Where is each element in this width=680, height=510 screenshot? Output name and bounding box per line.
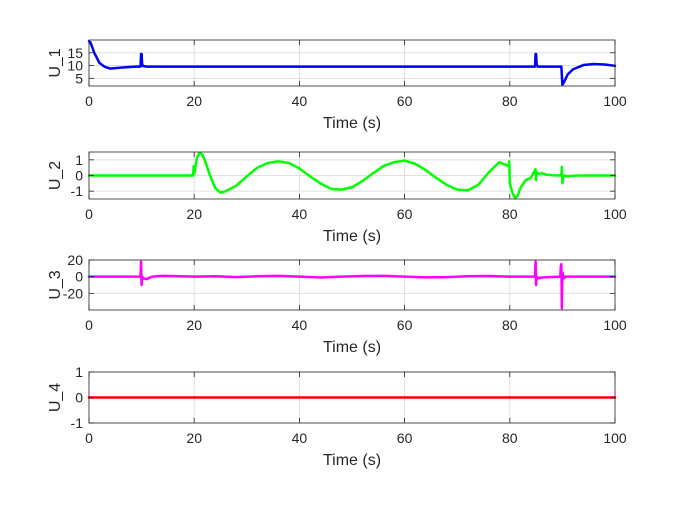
y-axis-label: U_1 bbox=[47, 48, 64, 77]
x-tick-label: 0 bbox=[85, 93, 93, 109]
x-tick-label: 60 bbox=[397, 206, 413, 222]
y-axis-label: U_2 bbox=[47, 161, 64, 190]
x-tick-label: 0 bbox=[85, 317, 93, 333]
x-tick-label: 20 bbox=[186, 430, 202, 446]
y-tick-label: 20 bbox=[67, 252, 83, 268]
x-tick-label: 40 bbox=[292, 206, 308, 222]
y-tick-label: 1 bbox=[75, 364, 83, 380]
axes-box bbox=[88, 39, 616, 87]
x-axis-label: Time (s) bbox=[323, 452, 381, 469]
y-tick-label: 10 bbox=[67, 58, 83, 74]
axes-box bbox=[88, 259, 616, 311]
y-tick-label: 0 bbox=[75, 390, 83, 406]
x-tick-label: 80 bbox=[502, 430, 518, 446]
x-tick-label: 100 bbox=[603, 430, 627, 446]
x-tick-label: 100 bbox=[603, 206, 627, 222]
y-tick-label: -20 bbox=[63, 285, 83, 301]
x-tick-label: 80 bbox=[502, 206, 518, 222]
y-tick-label: -1 bbox=[71, 415, 84, 431]
x-tick-label: 60 bbox=[397, 317, 413, 333]
series-line-1 bbox=[87, 40, 617, 86]
y-tick-label: 0 bbox=[75, 168, 83, 184]
x-axis-label: Time (s) bbox=[323, 115, 381, 132]
series-line-3 bbox=[87, 260, 617, 310]
x-tick-label: 100 bbox=[603, 93, 627, 109]
plot-area bbox=[89, 260, 615, 310]
x-tick-label: 20 bbox=[186, 93, 202, 109]
x-tick-label: 80 bbox=[502, 317, 518, 333]
x-tick-label: 100 bbox=[603, 317, 627, 333]
x-axis-label: Time (s) bbox=[323, 228, 381, 245]
x-tick-label: 20 bbox=[186, 206, 202, 222]
y-tick-label: 1 bbox=[75, 152, 83, 168]
x-axis-label: Time (s) bbox=[323, 339, 381, 356]
x-tick-label: 20 bbox=[186, 317, 202, 333]
x-tick-label: 60 bbox=[397, 430, 413, 446]
x-tick-label: 80 bbox=[502, 93, 518, 109]
y-tick-label: 0 bbox=[75, 269, 83, 285]
y-axis-label: U_4 bbox=[47, 383, 64, 412]
y-tick-label: -1 bbox=[71, 183, 84, 199]
x-tick-label: 40 bbox=[292, 93, 308, 109]
y-tick-label: 5 bbox=[75, 70, 83, 86]
x-tick-label: 40 bbox=[292, 430, 308, 446]
y-axis-label: U_3 bbox=[47, 270, 64, 299]
x-tick-label: 0 bbox=[85, 430, 93, 446]
x-tick-label: 0 bbox=[85, 206, 93, 222]
x-tick-label: 40 bbox=[292, 317, 308, 333]
series-line-2 bbox=[87, 151, 617, 200]
x-tick-label: 60 bbox=[397, 93, 413, 109]
y-tick-label: 15 bbox=[67, 45, 83, 61]
